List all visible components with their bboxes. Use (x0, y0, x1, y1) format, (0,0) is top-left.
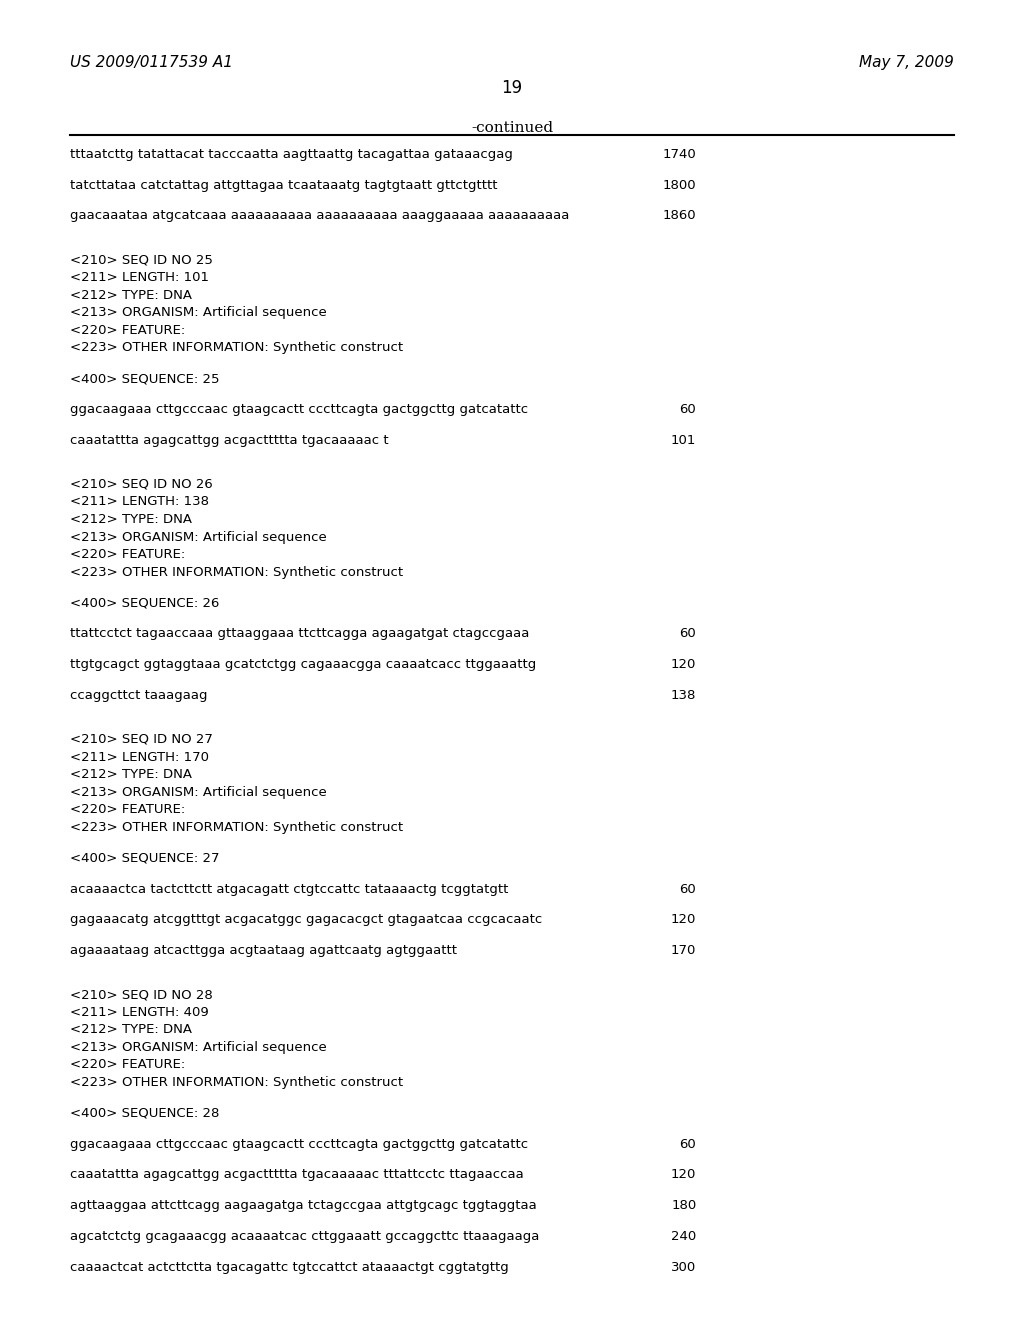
Text: caaaactcat actcttctta tgacagattc tgtccattct ataaaactgt cggtatgttg: caaaactcat actcttctta tgacagattc tgtccat… (70, 1261, 508, 1274)
Text: <223> OTHER INFORMATION: Synthetic construct: <223> OTHER INFORMATION: Synthetic const… (70, 566, 402, 578)
Text: tttaatcttg tatattacat tacccaatta aagttaattg tacagattaa gataaacgag: tttaatcttg tatattacat tacccaatta aagttaa… (70, 148, 512, 161)
Text: <223> OTHER INFORMATION: Synthetic construct: <223> OTHER INFORMATION: Synthetic const… (70, 342, 402, 354)
Text: caaatattta agagcattgg acgacttttta tgacaaaaac tttattcctc ttagaaccaa: caaatattta agagcattgg acgacttttta tgacaa… (70, 1168, 523, 1181)
Text: 60: 60 (680, 883, 696, 895)
Text: ggacaagaaa cttgcccaac gtaagcactt cccttcagta gactggcttg gatcatattc: ggacaagaaa cttgcccaac gtaagcactt cccttca… (70, 403, 527, 416)
Text: 120: 120 (671, 659, 696, 671)
Text: US 2009/0117539 A1: US 2009/0117539 A1 (70, 55, 232, 70)
Text: <211> LENGTH: 101: <211> LENGTH: 101 (70, 271, 209, 284)
Text: acaaaactca tactcttctt atgacagatt ctgtccattc tataaaactg tcggtatgtt: acaaaactca tactcttctt atgacagatt ctgtcca… (70, 883, 508, 895)
Text: <210> SEQ ID NO 26: <210> SEQ ID NO 26 (70, 478, 212, 491)
Text: <223> OTHER INFORMATION: Synthetic construct: <223> OTHER INFORMATION: Synthetic const… (70, 1076, 402, 1089)
Text: <213> ORGANISM: Artificial sequence: <213> ORGANISM: Artificial sequence (70, 1041, 327, 1053)
Text: <213> ORGANISM: Artificial sequence: <213> ORGANISM: Artificial sequence (70, 306, 327, 319)
Text: 60: 60 (680, 403, 696, 416)
Text: 60: 60 (680, 1138, 696, 1151)
Text: tatcttataa catctattag attgttagaa tcaataaatg tagtgtaatt gttctgtttt: tatcttataa catctattag attgttagaa tcaataa… (70, 178, 497, 191)
Text: <400> SEQUENCE: 26: <400> SEQUENCE: 26 (70, 597, 219, 610)
Text: <400> SEQUENCE: 28: <400> SEQUENCE: 28 (70, 1107, 219, 1119)
Text: <220> FEATURE:: <220> FEATURE: (70, 1059, 185, 1072)
Text: agaaaataag atcacttgga acgtaataag agattcaatg agtggaattt: agaaaataag atcacttgga acgtaataag agattca… (70, 944, 457, 957)
Text: caaatattta agagcattgg acgacttttta tgacaaaaac t: caaatattta agagcattgg acgacttttta tgacaa… (70, 434, 388, 446)
Text: 60: 60 (680, 627, 696, 640)
Text: <400> SEQUENCE: 25: <400> SEQUENCE: 25 (70, 372, 219, 385)
Text: <211> LENGTH: 170: <211> LENGTH: 170 (70, 751, 209, 763)
Text: 101: 101 (671, 434, 696, 446)
Text: <220> FEATURE:: <220> FEATURE: (70, 548, 185, 561)
Text: ccaggcttct taaagaag: ccaggcttct taaagaag (70, 689, 207, 702)
Text: ttattcctct tagaaccaaa gttaaggaaa ttcttcagga agaagatgat ctagccgaaa: ttattcctct tagaaccaaa gttaaggaaa ttcttca… (70, 627, 529, 640)
Text: <212> TYPE: DNA: <212> TYPE: DNA (70, 289, 191, 301)
Text: 170: 170 (671, 944, 696, 957)
Text: ttgtgcagct ggtaggtaaa gcatctctgg cagaaacgga caaaatcacc ttggaaattg: ttgtgcagct ggtaggtaaa gcatctctgg cagaaac… (70, 659, 536, 671)
Text: 1740: 1740 (663, 148, 696, 161)
Text: <220> FEATURE:: <220> FEATURE: (70, 804, 185, 816)
Text: <212> TYPE: DNA: <212> TYPE: DNA (70, 513, 191, 525)
Text: <211> LENGTH: 138: <211> LENGTH: 138 (70, 495, 209, 508)
Text: 1860: 1860 (663, 210, 696, 223)
Text: 1800: 1800 (663, 178, 696, 191)
Text: gagaaacatg atcggtttgt acgacatggc gagacacgct gtagaatcaa ccgcacaatc: gagaaacatg atcggtttgt acgacatggc gagacac… (70, 913, 542, 927)
Text: May 7, 2009: May 7, 2009 (859, 55, 954, 70)
Text: agcatctctg gcagaaacgg acaaaatcac cttggaaatt gccaggcttc ttaaagaaga: agcatctctg gcagaaacgg acaaaatcac cttggaa… (70, 1230, 539, 1243)
Text: 120: 120 (671, 913, 696, 927)
Text: -continued: -continued (471, 121, 553, 136)
Text: <212> TYPE: DNA: <212> TYPE: DNA (70, 1023, 191, 1036)
Text: <210> SEQ ID NO 25: <210> SEQ ID NO 25 (70, 253, 213, 267)
Text: 300: 300 (671, 1261, 696, 1274)
Text: 180: 180 (671, 1200, 696, 1212)
Text: ggacaagaaa cttgcccaac gtaagcactt cccttcagta gactggcttg gatcatattc: ggacaagaaa cttgcccaac gtaagcactt cccttca… (70, 1138, 527, 1151)
Text: <223> OTHER INFORMATION: Synthetic construct: <223> OTHER INFORMATION: Synthetic const… (70, 821, 402, 834)
Text: 120: 120 (671, 1168, 696, 1181)
Text: 19: 19 (502, 79, 522, 98)
Text: <212> TYPE: DNA: <212> TYPE: DNA (70, 768, 191, 781)
Text: agttaaggaa attcttcagg aagaagatga tctagccgaa attgtgcagc tggtaggtaa: agttaaggaa attcttcagg aagaagatga tctagcc… (70, 1200, 537, 1212)
Text: <220> FEATURE:: <220> FEATURE: (70, 323, 185, 337)
Text: <210> SEQ ID NO 28: <210> SEQ ID NO 28 (70, 989, 212, 1001)
Text: gaacaaataa atgcatcaaa aaaaaaaaaa aaaaaaaaaa aaaggaaaaa aaaaaaaaaa: gaacaaataa atgcatcaaa aaaaaaaaaa aaaaaaa… (70, 210, 569, 223)
Text: 138: 138 (671, 689, 696, 702)
Text: 240: 240 (671, 1230, 696, 1243)
Text: <213> ORGANISM: Artificial sequence: <213> ORGANISM: Artificial sequence (70, 531, 327, 544)
Text: <400> SEQUENCE: 27: <400> SEQUENCE: 27 (70, 851, 219, 865)
Text: <211> LENGTH: 409: <211> LENGTH: 409 (70, 1006, 208, 1019)
Text: <213> ORGANISM: Artificial sequence: <213> ORGANISM: Artificial sequence (70, 785, 327, 799)
Text: <210> SEQ ID NO 27: <210> SEQ ID NO 27 (70, 733, 213, 746)
